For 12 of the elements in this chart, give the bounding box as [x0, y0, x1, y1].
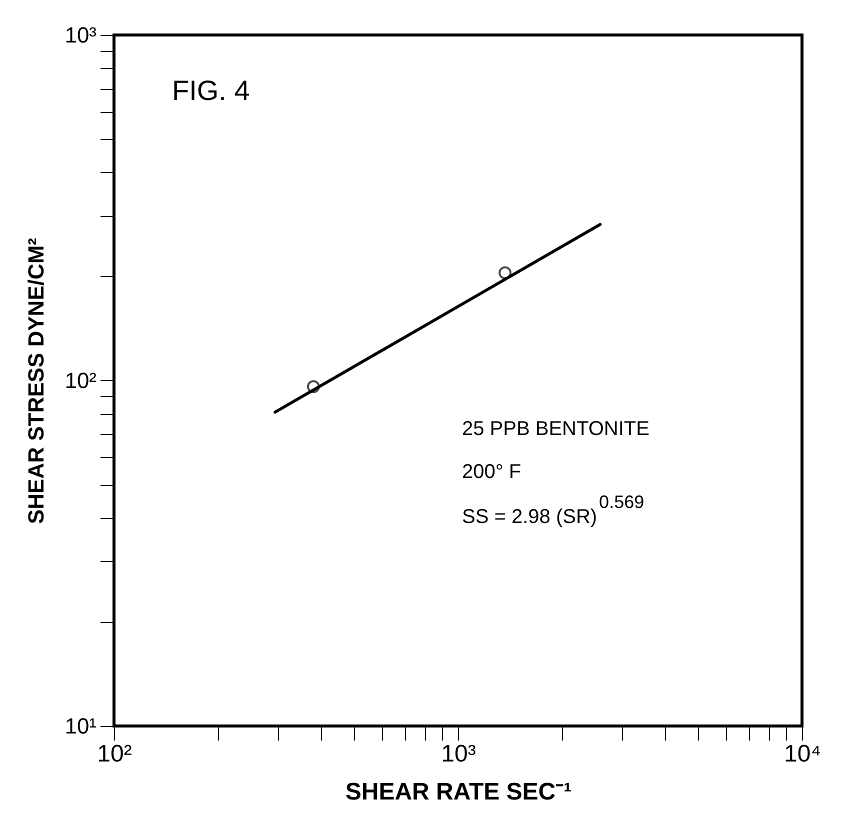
x-tick-label: 10⁴	[784, 740, 822, 768]
x-axis-title: SHEAR RATE SEC⁻¹	[345, 778, 572, 806]
text: FIG. 4	[172, 75, 250, 106]
annotation: 200° F	[462, 461, 522, 483]
annotation: SS = 2.98 (SR)0.569	[462, 492, 644, 528]
x-tick-label: 10²	[97, 740, 132, 768]
y-tick-label: 10¹	[64, 714, 96, 738]
y-tick-label: 10²	[64, 368, 96, 393]
annotation: 25 PPB BENTONITE	[462, 418, 650, 440]
x-tick-label: 10³	[441, 740, 476, 768]
y-axis-title: SHEAR STRESS DYNE/CM²	[24, 238, 49, 524]
y-tick-label: 10³	[64, 22, 96, 48]
